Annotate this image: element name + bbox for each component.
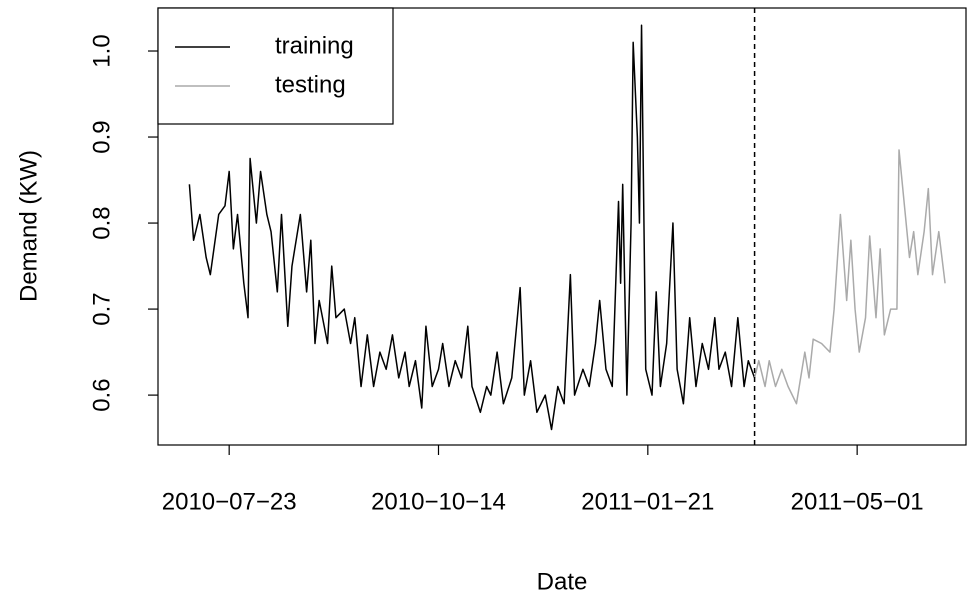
x-axis-title: Date	[537, 568, 588, 595]
legend-label: testing	[275, 71, 346, 98]
plot-frame	[157, 7, 967, 446]
y-tick-label: 0.8	[88, 206, 115, 239]
legend-box	[157, 7, 394, 125]
x-tick-label: 2011−05−01	[791, 488, 924, 515]
x-tick-label: 2011−01−21	[581, 488, 714, 515]
y-tick-label: 1.0	[88, 34, 115, 67]
series-line	[753, 149, 946, 405]
y-tick-label: 0.7	[88, 292, 115, 325]
y-tick-label: 0.6	[88, 378, 115, 411]
y-axis-title: Demand (KW)	[15, 150, 42, 302]
legend-label: training	[275, 32, 354, 59]
x-tick-label: 2010−07−23	[162, 488, 297, 515]
series-line	[188, 24, 756, 431]
y-tick-label: 0.9	[88, 120, 115, 153]
x-tick-label: 2010−10−14	[371, 488, 506, 515]
